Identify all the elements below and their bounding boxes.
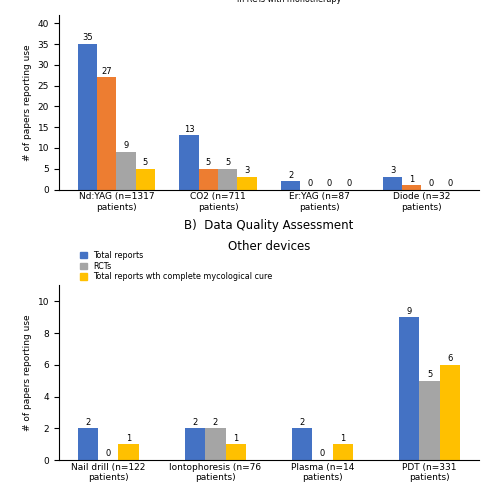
Text: 0: 0 [326, 179, 331, 188]
Bar [419, 380, 439, 460]
Text: 1: 1 [126, 434, 131, 442]
Bar [225, 444, 245, 460]
Bar [136, 168, 155, 190]
Text: 0: 0 [447, 179, 452, 188]
Bar [118, 444, 139, 460]
Bar [382, 177, 401, 190]
Text: 6: 6 [447, 354, 452, 363]
Text: 9: 9 [123, 142, 128, 150]
Text: 5: 5 [426, 370, 431, 379]
Bar [78, 44, 97, 190]
Text: 2: 2 [299, 418, 304, 426]
Text: 3: 3 [244, 166, 249, 175]
Text: 13: 13 [183, 125, 194, 134]
Bar [281, 181, 300, 190]
Legend: Total reports, RCTs, Total reports wth complete mycological cure: Total reports, RCTs, Total reports wth c… [80, 251, 272, 282]
Bar [291, 428, 312, 460]
Bar [184, 428, 205, 460]
Text: 5: 5 [142, 158, 148, 167]
Bar [199, 168, 218, 190]
Bar [78, 428, 98, 460]
Text: 1: 1 [408, 174, 414, 184]
Bar [179, 136, 199, 190]
Text: 1: 1 [233, 434, 238, 442]
Y-axis label: # of papers reporting use: # of papers reporting use [23, 314, 32, 431]
Text: 1: 1 [340, 434, 345, 442]
Text: 9: 9 [406, 306, 411, 316]
Bar [398, 317, 419, 460]
Bar [97, 78, 116, 190]
Text: 5: 5 [205, 158, 211, 167]
Text: Other devices: Other devices [227, 240, 309, 253]
Bar [116, 152, 136, 190]
Text: 2: 2 [287, 170, 293, 179]
Text: 5: 5 [224, 158, 230, 167]
Text: 2: 2 [212, 418, 218, 426]
Legend: Total reports, Total reports with monotherapy, RCTs with monothearpy, Complete m: Total reports, Total reports with monoth… [80, 0, 385, 4]
Bar [332, 444, 352, 460]
Text: 0: 0 [346, 179, 351, 188]
Y-axis label: # of papers reporting use: # of papers reporting use [23, 44, 32, 160]
Bar [237, 177, 256, 190]
Text: 0: 0 [307, 179, 312, 188]
Text: 35: 35 [82, 34, 93, 42]
Text: 0: 0 [319, 450, 325, 458]
Text: 27: 27 [101, 66, 112, 76]
Bar [401, 186, 421, 190]
Bar [205, 428, 225, 460]
Bar [218, 168, 237, 190]
Text: 3: 3 [389, 166, 394, 175]
Text: 0: 0 [105, 450, 111, 458]
Text: 2: 2 [85, 418, 90, 426]
Text: 0: 0 [427, 179, 433, 188]
Text: 2: 2 [192, 418, 197, 426]
Text: B)  Data Quality Assessment: B) Data Quality Assessment [184, 219, 353, 232]
Bar [439, 365, 459, 460]
